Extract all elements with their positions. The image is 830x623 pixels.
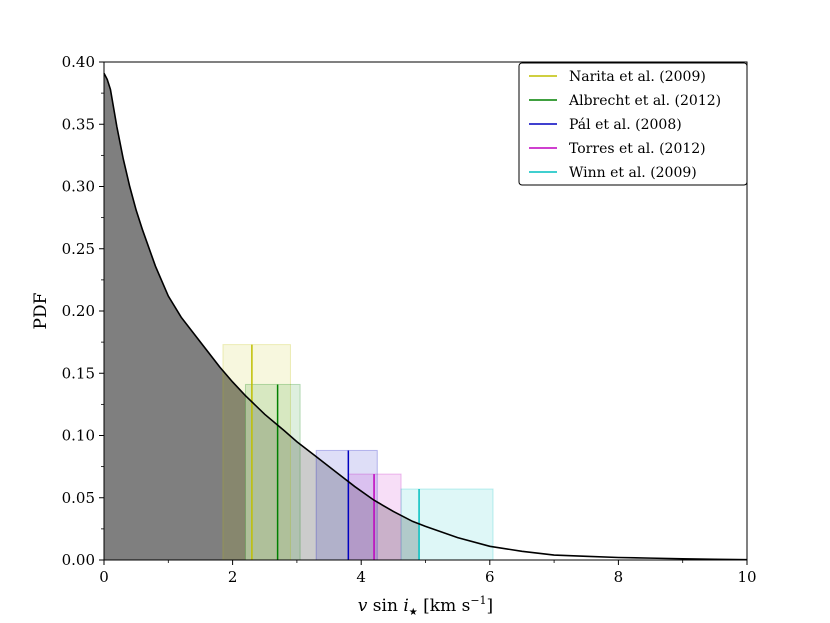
shaded-region-1 (245, 395, 420, 560)
x-tick-label-1: 2 (228, 568, 238, 586)
uncertainty-band-2 (315, 449, 378, 561)
y-axis-label: PDF (31, 292, 51, 329)
x-axis-label-i: i (403, 596, 408, 616)
y-ticks: 0.00 0.05 0.10 0.15 0.20 0.25 0.30 0.35 0.40 (62, 53, 104, 569)
pdf-curve (103, 72, 748, 561)
y-tick-label-0: 0.00 (62, 551, 95, 569)
x-axis-label-exp: −1 (470, 594, 486, 607)
x-axis-label-v: v (358, 596, 368, 616)
legend: Narita et al. (2009) Albrecht et al. (201… (518, 62, 748, 186)
uncertainty-bands (222, 344, 494, 561)
legend-items: Narita et al. (2009) Albrecht et al. (201… (529, 69, 721, 181)
y-tick-label-3: 0.15 (62, 364, 95, 382)
legend-label-1: Albrecht et al. (2012) (568, 93, 721, 109)
uncertainty-band-4 (400, 488, 494, 561)
x-axis-label-close: ] (487, 596, 494, 616)
y-tick-label-8: 0.40 (62, 53, 95, 71)
legend-label-0: Narita et al. (2009) (569, 69, 706, 85)
uncertainty-band-1 (244, 383, 301, 561)
y-tick-label-7: 0.35 (62, 115, 95, 133)
x-ticks: 0 2 4 6 8 10 (99, 560, 757, 586)
uncertainty-band-0 (222, 344, 291, 561)
x-axis-label-star: ★ (409, 607, 418, 618)
shaded-regions (104, 73, 420, 560)
x-axis-label-unit: [km s (418, 596, 471, 616)
x-tick-label-4: 8 (614, 568, 624, 586)
x-axis-label-sin: sin (367, 596, 403, 616)
y-tick-label-5: 0.25 (62, 240, 95, 258)
y-tick-label-1: 0.05 (62, 489, 95, 507)
legend-label-3: Torres et al. (2012) (569, 141, 706, 157)
shaded-region-0 (104, 73, 246, 560)
y-tick-label-6: 0.30 (62, 178, 95, 196)
x-tick-label-0: 0 (99, 568, 109, 586)
x-tick-label-2: 4 (356, 568, 366, 586)
legend-box (518, 62, 748, 186)
legend-label-4: Winn et al. (2009) (569, 165, 697, 181)
x-tick-label-3: 6 (485, 568, 495, 586)
measurement-lines (251, 344, 420, 560)
x-tick-label-5: 10 (737, 568, 756, 586)
x-axis-label: v sin i★ [km s−1] (358, 594, 493, 618)
y-tick-label-2: 0.10 (62, 427, 95, 445)
legend-label-2: Pál et al. (2008) (569, 117, 682, 133)
y-tick-label-4: 0.20 (62, 302, 95, 320)
